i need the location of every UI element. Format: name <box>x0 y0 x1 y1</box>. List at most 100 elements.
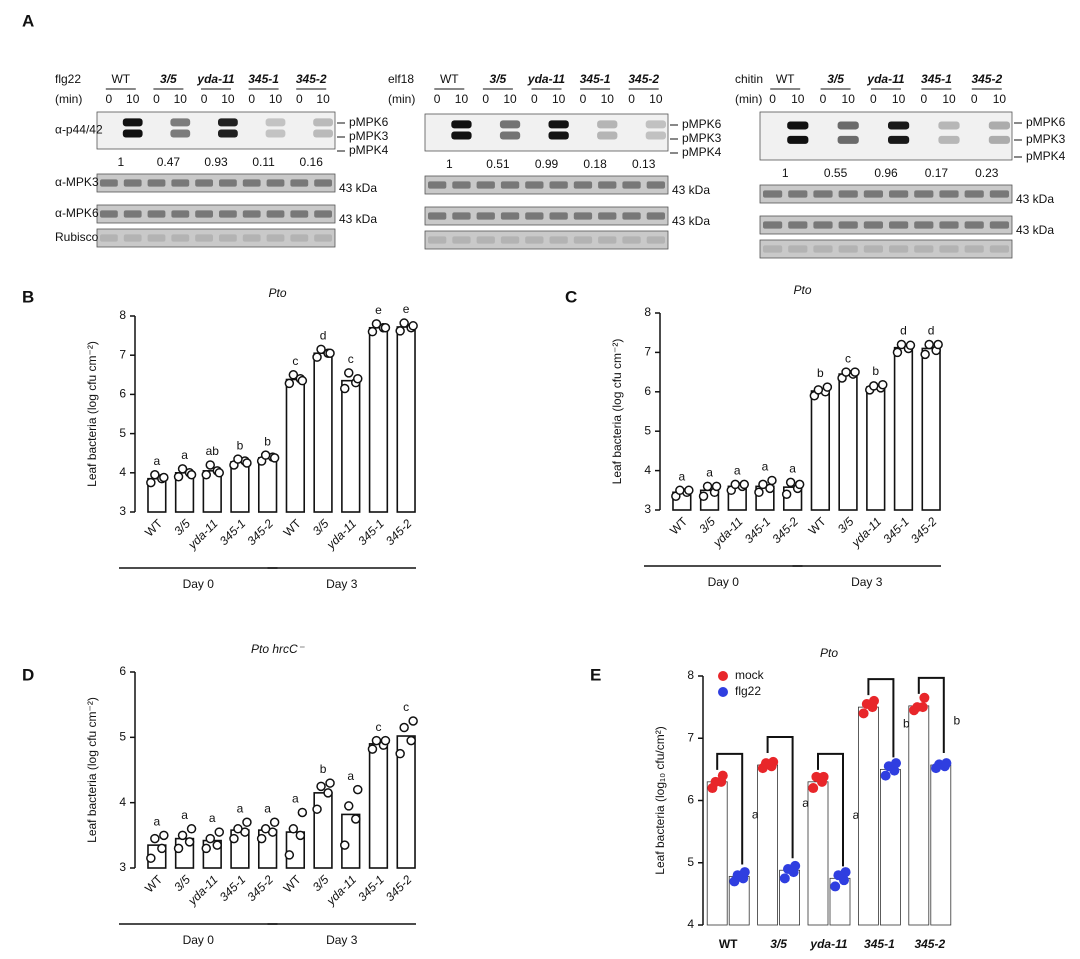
data-point <box>408 321 418 331</box>
y-tick-label: 3 <box>644 502 651 516</box>
significance-letter: ab <box>206 444 220 458</box>
data-point <box>813 385 824 395</box>
x-tick-label: 3/5 <box>696 514 718 536</box>
band-label: pMPK6 <box>682 117 722 131</box>
x-tick-label: 345-1 <box>355 516 387 548</box>
x-tick-label: WT <box>142 516 166 540</box>
blot <box>424 206 669 226</box>
data-point <box>214 827 224 837</box>
data-point <box>767 475 777 486</box>
y-tick-label: 4 <box>687 917 694 931</box>
lane-band <box>452 236 471 244</box>
lane-band <box>242 234 261 242</box>
data-point <box>878 379 888 390</box>
bar <box>810 390 831 511</box>
data-point <box>896 339 907 350</box>
data-point <box>710 776 721 787</box>
y-tick-label: 4 <box>644 463 651 477</box>
time: 10 <box>316 92 330 106</box>
lane-band <box>500 236 520 244</box>
significance-letter: a <box>347 769 354 783</box>
x-tick-label: 345-1 <box>864 937 895 951</box>
bar <box>202 470 222 513</box>
data-point <box>173 471 184 482</box>
significance-letter: a <box>209 811 216 825</box>
lane-band <box>914 221 934 229</box>
lane-band <box>763 190 783 198</box>
group-label: Day 3 <box>851 575 883 589</box>
data-point <box>941 758 952 769</box>
x-tick-label: 345-1 <box>742 514 774 546</box>
y-tick-label: 7 <box>644 345 651 359</box>
lane-band <box>242 179 261 187</box>
data-point <box>399 318 409 328</box>
y-tick-label: 6 <box>687 793 694 807</box>
lane-band <box>788 245 808 253</box>
bar <box>257 457 278 513</box>
phospho-band <box>265 129 286 138</box>
lane-band <box>100 234 118 242</box>
y-tick-label: 5 <box>687 855 694 869</box>
blot <box>759 239 1013 259</box>
y-tick-label: 8 <box>687 668 694 682</box>
lane-band <box>622 181 641 189</box>
data-point <box>288 824 299 834</box>
lane-band <box>549 236 568 244</box>
significance-letter: a <box>706 466 713 480</box>
band-label: pMPK3 <box>349 129 389 143</box>
lane-band <box>813 221 833 229</box>
time: 0 <box>870 92 877 106</box>
lane-band <box>863 190 883 198</box>
row-label: Rubisco <box>55 230 99 244</box>
data-point <box>380 735 391 746</box>
data-point <box>159 830 169 841</box>
data-point <box>818 771 829 782</box>
time: 0 <box>434 92 441 106</box>
x-tick-label: 345-1 <box>217 872 249 904</box>
significance-letter: a <box>762 460 769 474</box>
data-point <box>233 824 243 834</box>
genotype: yda-11 <box>196 72 234 86</box>
lane-band <box>622 236 641 244</box>
x-tick-label: yda-11 <box>809 937 847 951</box>
genotype: WT <box>111 72 130 86</box>
blot <box>96 204 336 224</box>
lane-band <box>290 210 309 218</box>
lane-band <box>500 181 520 189</box>
lane-band <box>939 190 959 198</box>
genotype: 3/5 <box>160 72 177 86</box>
x-tick-label: 345-2 <box>244 516 276 548</box>
lane-band <box>525 181 544 189</box>
x-tick-label: 345-1 <box>880 514 912 546</box>
data-point <box>785 477 796 488</box>
data-point <box>205 460 215 470</box>
significance-letter: a <box>181 448 188 462</box>
time: 0 <box>153 92 160 106</box>
data-point <box>891 758 901 769</box>
chart-title: Pto hrcC⁻ <box>251 642 306 656</box>
lane-band <box>290 234 309 242</box>
lane-band <box>314 179 332 187</box>
quant: 0.51 <box>486 157 510 171</box>
x-tick-label: WT <box>281 516 305 540</box>
data-point <box>256 833 267 844</box>
x-tick-label: 3/5 <box>310 516 332 538</box>
data-point <box>371 735 382 746</box>
data-point <box>260 450 271 460</box>
lane-band <box>598 181 617 189</box>
data-point <box>892 347 903 358</box>
phospho-band <box>548 120 569 129</box>
blot <box>759 184 1013 204</box>
quant: 1 <box>117 155 124 169</box>
lane-band <box>989 245 1009 253</box>
lane-band <box>123 179 142 187</box>
y-tick-label: 6 <box>644 384 651 398</box>
bar <box>757 764 778 926</box>
data-point <box>340 383 350 394</box>
time: 0 <box>482 92 489 106</box>
x-tick-label: yda-11 <box>185 516 221 552</box>
lane-band <box>266 234 285 242</box>
time: 0 <box>201 92 208 106</box>
data-point <box>684 485 694 496</box>
lane-band <box>914 245 934 253</box>
